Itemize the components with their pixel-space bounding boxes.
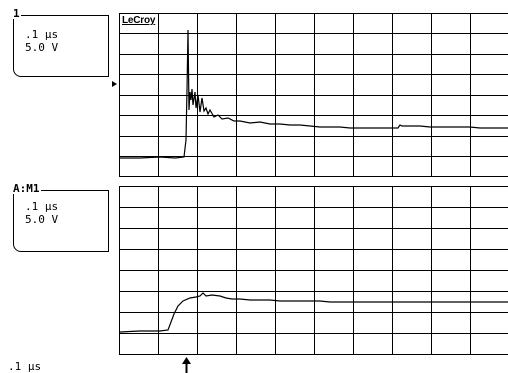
- channel-1-waveform: [120, 29, 508, 159]
- upper-grid: [119, 13, 508, 177]
- lower-grid: [119, 186, 508, 355]
- trigger-position-arrow-icon: [182, 357, 191, 373]
- channel-1-info-box[interactable]: [13, 15, 109, 77]
- trace-a-timebase: .1 µs: [25, 200, 59, 213]
- brand-logo: LeCroy: [120, 15, 158, 26]
- trace-a-waveform: [119, 292, 508, 333]
- channel-1-volts: 5.0 V: [25, 41, 59, 54]
- trace-a-info-box[interactable]: [13, 190, 109, 252]
- channel-1-label: 1: [12, 7, 21, 20]
- channel-1-timebase: .1 µs: [25, 28, 59, 41]
- trigger-level-marker-icon: [112, 81, 117, 87]
- trace-a-label: A:M1: [12, 182, 41, 195]
- trace-a-volts: 5.0 V: [25, 213, 59, 226]
- footer-timebase: .1 µs: [8, 360, 42, 373]
